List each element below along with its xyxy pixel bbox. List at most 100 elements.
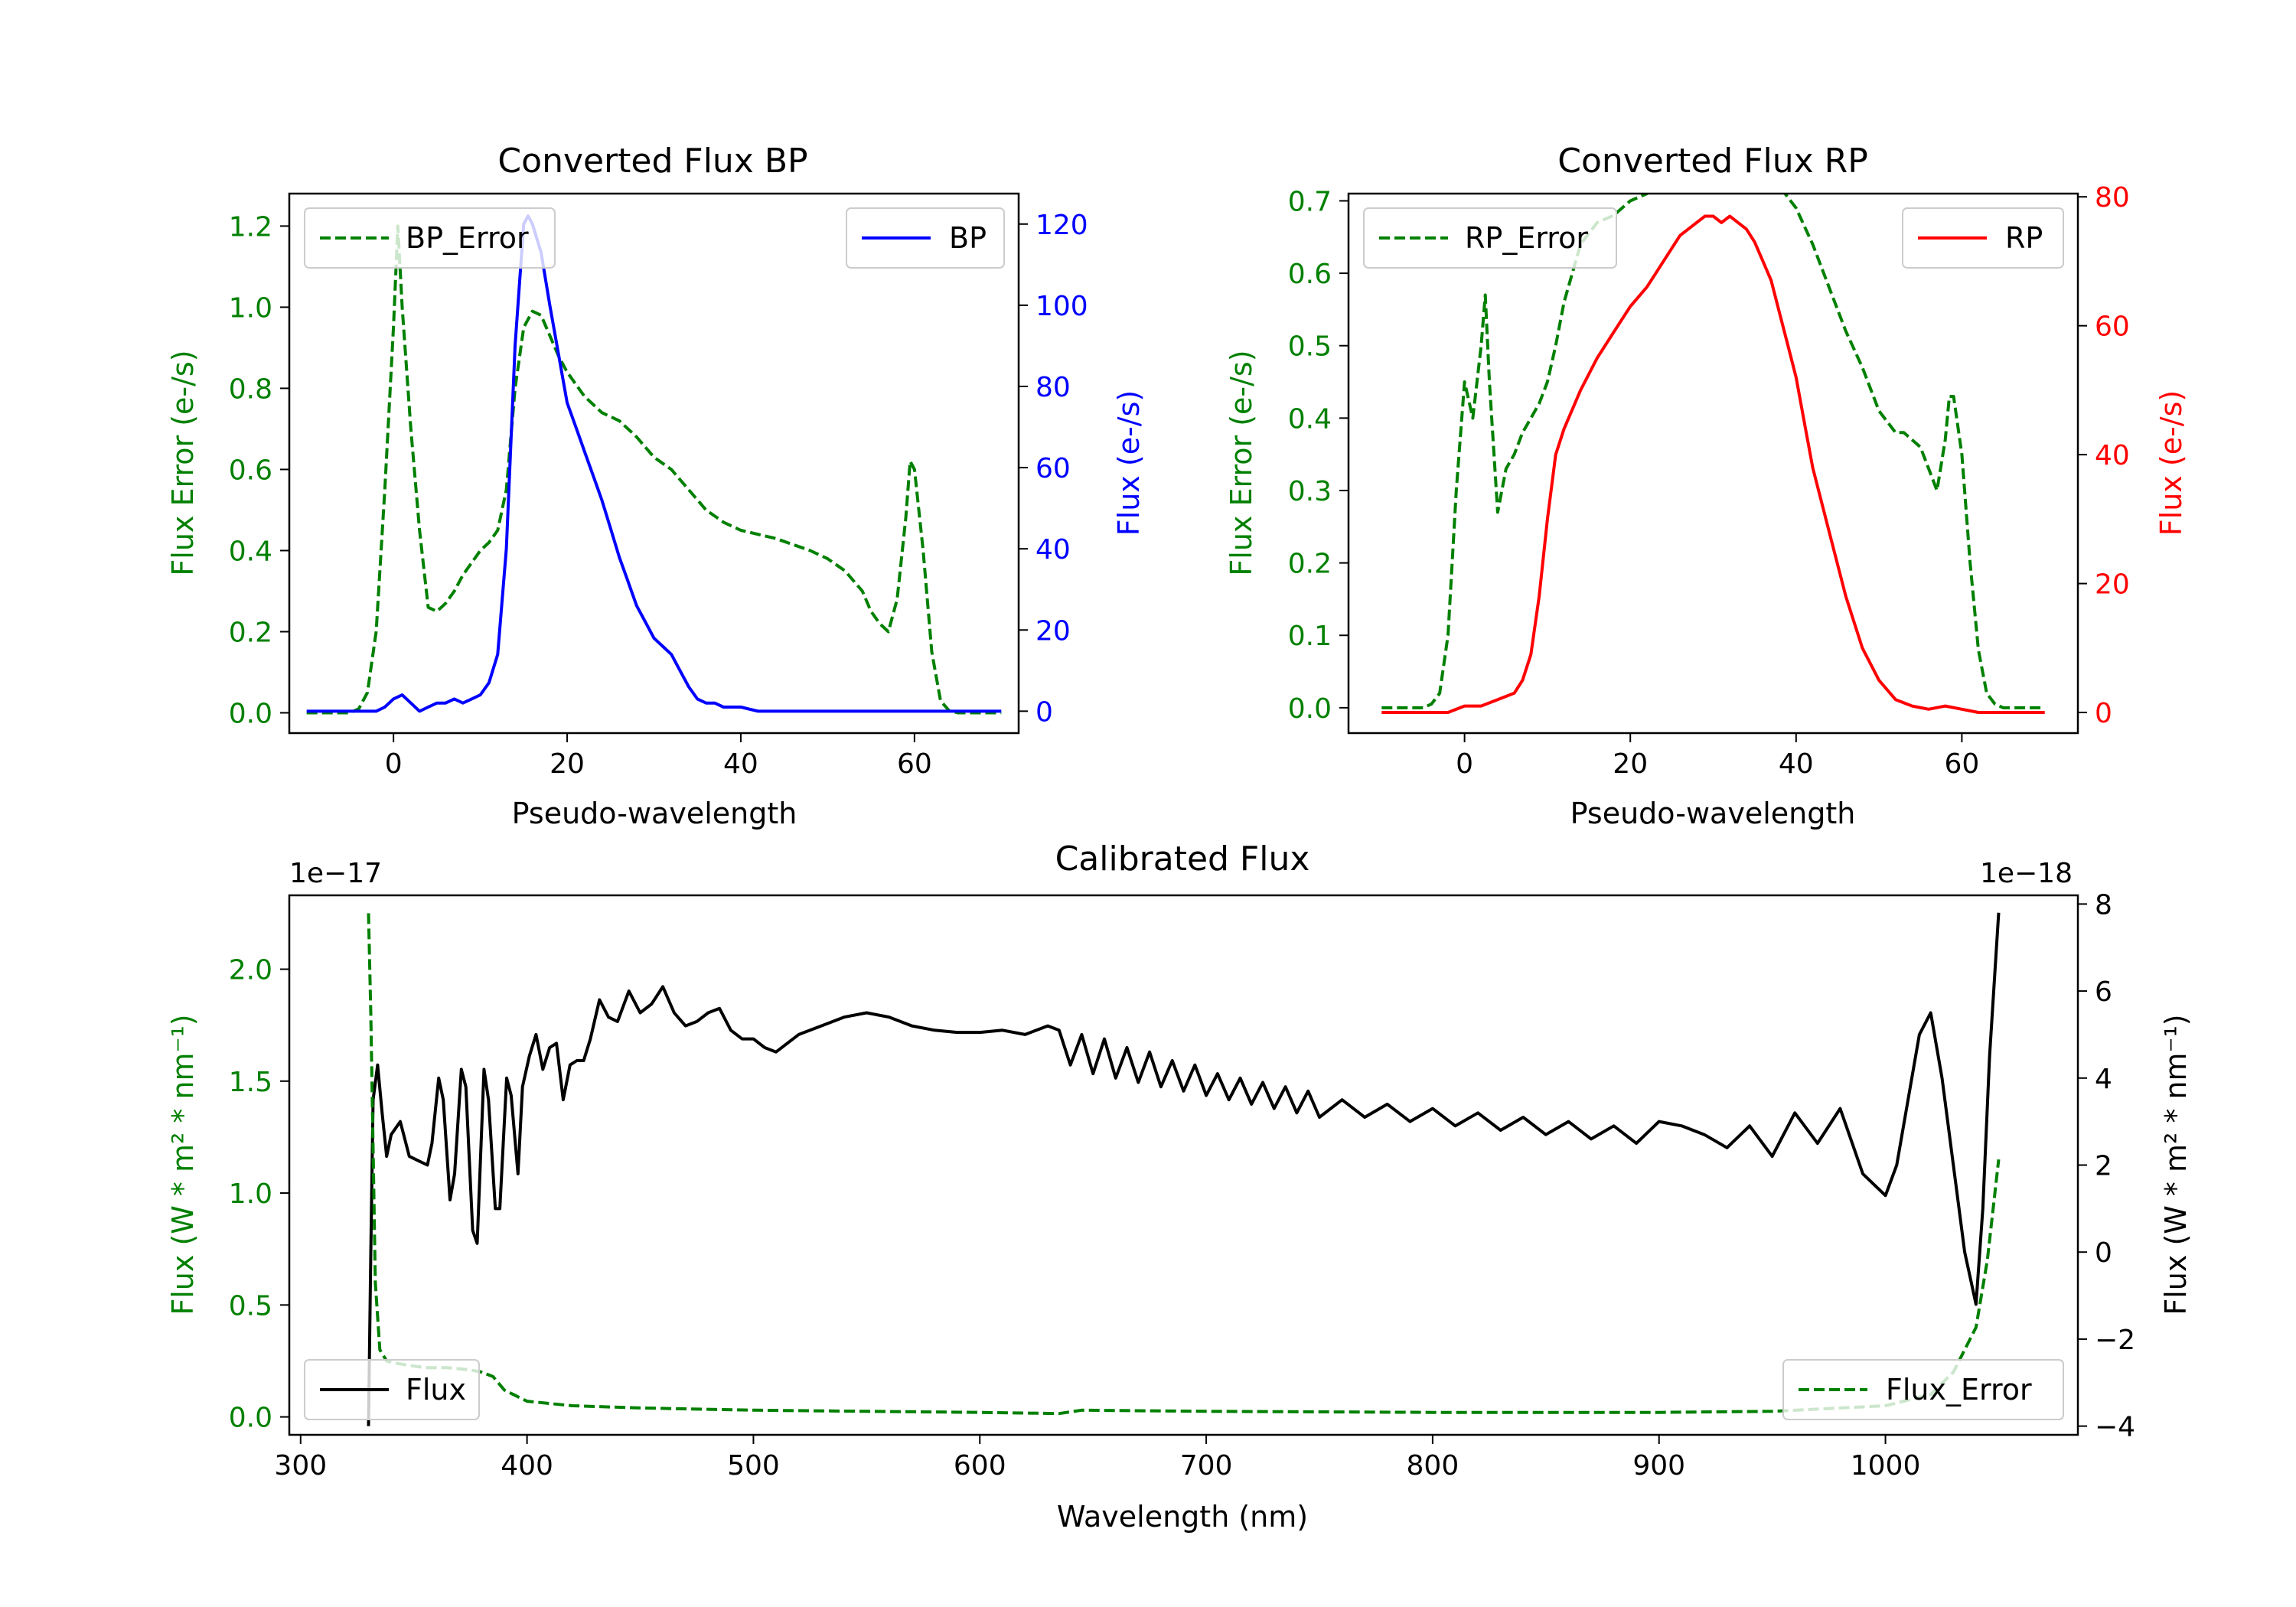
calibrated-offset-right: 1e−18 [1980, 858, 2073, 889]
bp-error-line [306, 224, 1002, 715]
bp-legend-error-label: BP_Error [406, 221, 529, 255]
calibrated-xtick-label: 600 [954, 1450, 1006, 1482]
bp-ytick-right-label: 60 [1035, 453, 1071, 484]
rp-series-layer [1381, 194, 2045, 714]
calibrated-ytick-left-label: 2.0 [229, 955, 272, 986]
rp-legend-flux-label: RP [2005, 221, 2043, 255]
bp-ticks-layer: 0 20 40 60 0.0 0.2 0.4 0.6 0.8 1.0 1.2 0 20 40 60 80 100… [229, 210, 1088, 780]
rp-ytick-right-label: 40 [2095, 440, 2130, 471]
bp-ytick-right-label: 120 [1035, 210, 1088, 241]
calibrated-xtick-label: 1000 [1851, 1450, 1921, 1482]
bp-legend-error: BP_Error [304, 207, 556, 269]
calibrated-ylabel-right: Flux (W * m² * nm⁻¹) [2159, 1014, 2193, 1315]
bp-ytick-right-label: 80 [1035, 372, 1071, 403]
rp-xtick-label: 60 [1944, 748, 1979, 780]
calibrated-ylabel-left: Flux (W * m² * nm⁻¹) [166, 1014, 200, 1315]
rp-axes-frame [1347, 192, 2079, 735]
bp-xtick-label: 60 [897, 748, 932, 780]
bp-ytick-left-label: 0.4 [229, 536, 272, 567]
bp-ytick-left-label: 0.8 [229, 373, 272, 405]
calibrated-ytick-left-label: 1.0 [229, 1178, 272, 1210]
bp-legend-flux: BP [846, 207, 1005, 269]
rp-xlabel: Pseudo-wavelength [1570, 797, 1856, 830]
rp-ytick-right-label: 80 [2095, 182, 2130, 214]
bp-xtick-label: 0 [385, 748, 403, 780]
rp-error-line [1381, 194, 2045, 709]
rp-xtick-label: 20 [1613, 748, 1648, 780]
bp-ytick-left-label: 0.0 [229, 698, 272, 729]
rp-ytick-left-label: 0.0 [1288, 693, 1332, 725]
calibrated-legend-flux: Flux [304, 1359, 480, 1420]
bp-ylabel-left: Flux Error (e-/s) [166, 350, 200, 575]
rp-ytick-left-label: 0.5 [1288, 331, 1332, 363]
calibrated-ytick-right-label: 4 [2095, 1064, 2112, 1095]
rp-panel: Converted Flux RP 0 20 40 60 0.0 0.1 0.2 0.3 0.4… [1225, 142, 2188, 830]
rp-legend-flux: RP [1902, 207, 2064, 269]
rp-ytick-left-label: 0.3 [1288, 476, 1332, 507]
bp-panel: Converted Flux BP 0 20 40 60 0.0 0.2 0.4 0.6 0.8… [166, 142, 1146, 830]
bp-legend-flux-label: BP [949, 221, 987, 255]
calibrated-ytick-right-label: 2 [2095, 1151, 2112, 1182]
rp-legend-error: RP_Error [1363, 207, 1617, 269]
calibrated-ytick-right-label: −2 [2095, 1325, 2135, 1356]
rp-ytick-right-label: 60 [2095, 311, 2130, 343]
rp-xtick-label: 40 [1779, 748, 1814, 780]
calibrated-ytick-right-label: −4 [2095, 1412, 2135, 1443]
rp-flux-line [1381, 214, 2045, 714]
calibrated-panel: Calibrated Flux 1e−17 1e−18 300 400 500 600… [166, 839, 2193, 1534]
bp-title: Converted Flux BP [497, 142, 807, 181]
calibrated-title: Calibrated Flux [1055, 839, 1310, 878]
bp-ytick-left-label: 0.2 [229, 617, 272, 648]
calibrated-xtick-label: 700 [1180, 1450, 1233, 1482]
bp-ytick-left-label: 1.0 [229, 292, 272, 324]
calibrated-flux-line [367, 912, 2001, 1426]
rp-ytick-right-label: 0 [2095, 698, 2112, 729]
calibrated-ytick-left-label: 0.0 [229, 1403, 272, 1434]
bp-ytick-right-label: 20 [1035, 615, 1071, 647]
rp-ytick-left-label: 0.7 [1288, 186, 1332, 217]
calibrated-xtick-label: 400 [501, 1450, 553, 1482]
bp-xtick-label: 20 [550, 748, 585, 780]
calibrated-xtick-label: 900 [1632, 1450, 1685, 1482]
calibrated-ytick-left-label: 1.5 [229, 1067, 272, 1098]
bp-series-layer [306, 214, 1002, 715]
bp-ytick-left-label: 0.6 [229, 455, 272, 486]
rp-ytick-left-label: 0.1 [1288, 621, 1332, 652]
rp-legend-error-label: RP_Error [1465, 221, 1588, 255]
rp-ytick-left-label: 0.2 [1288, 549, 1332, 580]
rp-ylabel-right: Flux (e-/s) [2154, 390, 2188, 536]
calibrated-ytick-right-label: 8 [2095, 889, 2112, 921]
calibrated-xtick-label: 300 [274, 1450, 327, 1482]
rp-legend-error-box [1363, 207, 1617, 269]
bp-xlabel: Pseudo-wavelength [512, 797, 797, 830]
bp-axes-frame [288, 192, 1020, 735]
bp-ytick-left-label: 1.2 [229, 211, 272, 243]
calibrated-xtick-label: 800 [1407, 1450, 1459, 1482]
bp-xtick-label: 40 [723, 748, 758, 780]
calibrated-ytick-left-label: 0.5 [229, 1290, 272, 1322]
bp-ytick-right-label: 0 [1035, 696, 1053, 728]
calibrated-ticks-layer: 300 400 500 600 700 800 900 1000 0.0 0.5 1.0 1.5 2.0… [229, 889, 2135, 1482]
bp-legend-error-box [304, 207, 556, 269]
rp-ytick-left-label: 0.6 [1288, 259, 1332, 290]
calibrated-legend-error: Flux_Error [1782, 1359, 2064, 1420]
calibrated-legend-error-box [1782, 1359, 2064, 1420]
bp-flux-line [306, 214, 1002, 713]
bp-ytick-right-label: 40 [1035, 534, 1071, 566]
calibrated-ytick-right-label: 0 [2095, 1237, 2112, 1269]
rp-ytick-right-label: 20 [2095, 569, 2130, 601]
bp-ytick-right-label: 100 [1035, 291, 1088, 322]
rp-title: Converted Flux RP [1557, 142, 1868, 181]
rp-ytick-left-label: 0.4 [1288, 403, 1332, 435]
calibrated-legend-error-label: Flux_Error [1886, 1373, 2032, 1407]
calibrated-offset-left: 1e−17 [289, 858, 382, 889]
calibrated-ytick-right-label: 6 [2095, 976, 2112, 1008]
calibrated-legend-flux-box [304, 1359, 480, 1420]
calibrated-xlabel: Wavelength (nm) [1057, 1500, 1308, 1534]
rp-ylabel-left: Flux Error (e-/s) [1225, 350, 1258, 575]
calibrated-xtick-label: 500 [727, 1450, 780, 1482]
rp-ticks-layer: 0 20 40 60 0.0 0.1 0.2 0.3 0.4 0.5 0.6 0.7 0 20 40 60 80 [1288, 182, 2130, 780]
bp-ylabel-right: Flux (e-/s) [1112, 390, 1146, 536]
calibrated-legend-flux-label: Flux [406, 1373, 466, 1407]
